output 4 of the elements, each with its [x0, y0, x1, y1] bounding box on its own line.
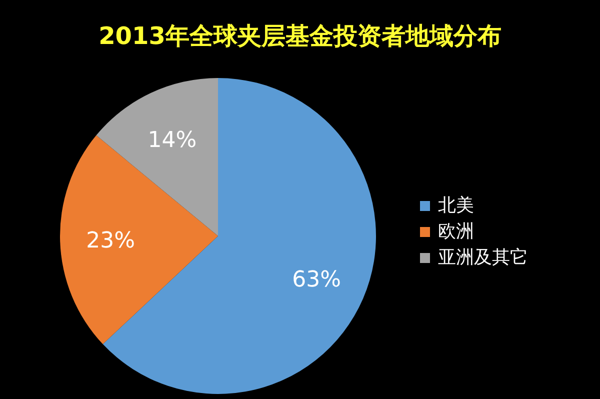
title: 2013年全球夹层基金投资者地域分布	[98, 22, 502, 50]
legend-label: 欧洲	[438, 221, 474, 242]
legend-label: 亚洲及其它	[438, 247, 528, 268]
legend-label: 北美	[438, 195, 474, 216]
